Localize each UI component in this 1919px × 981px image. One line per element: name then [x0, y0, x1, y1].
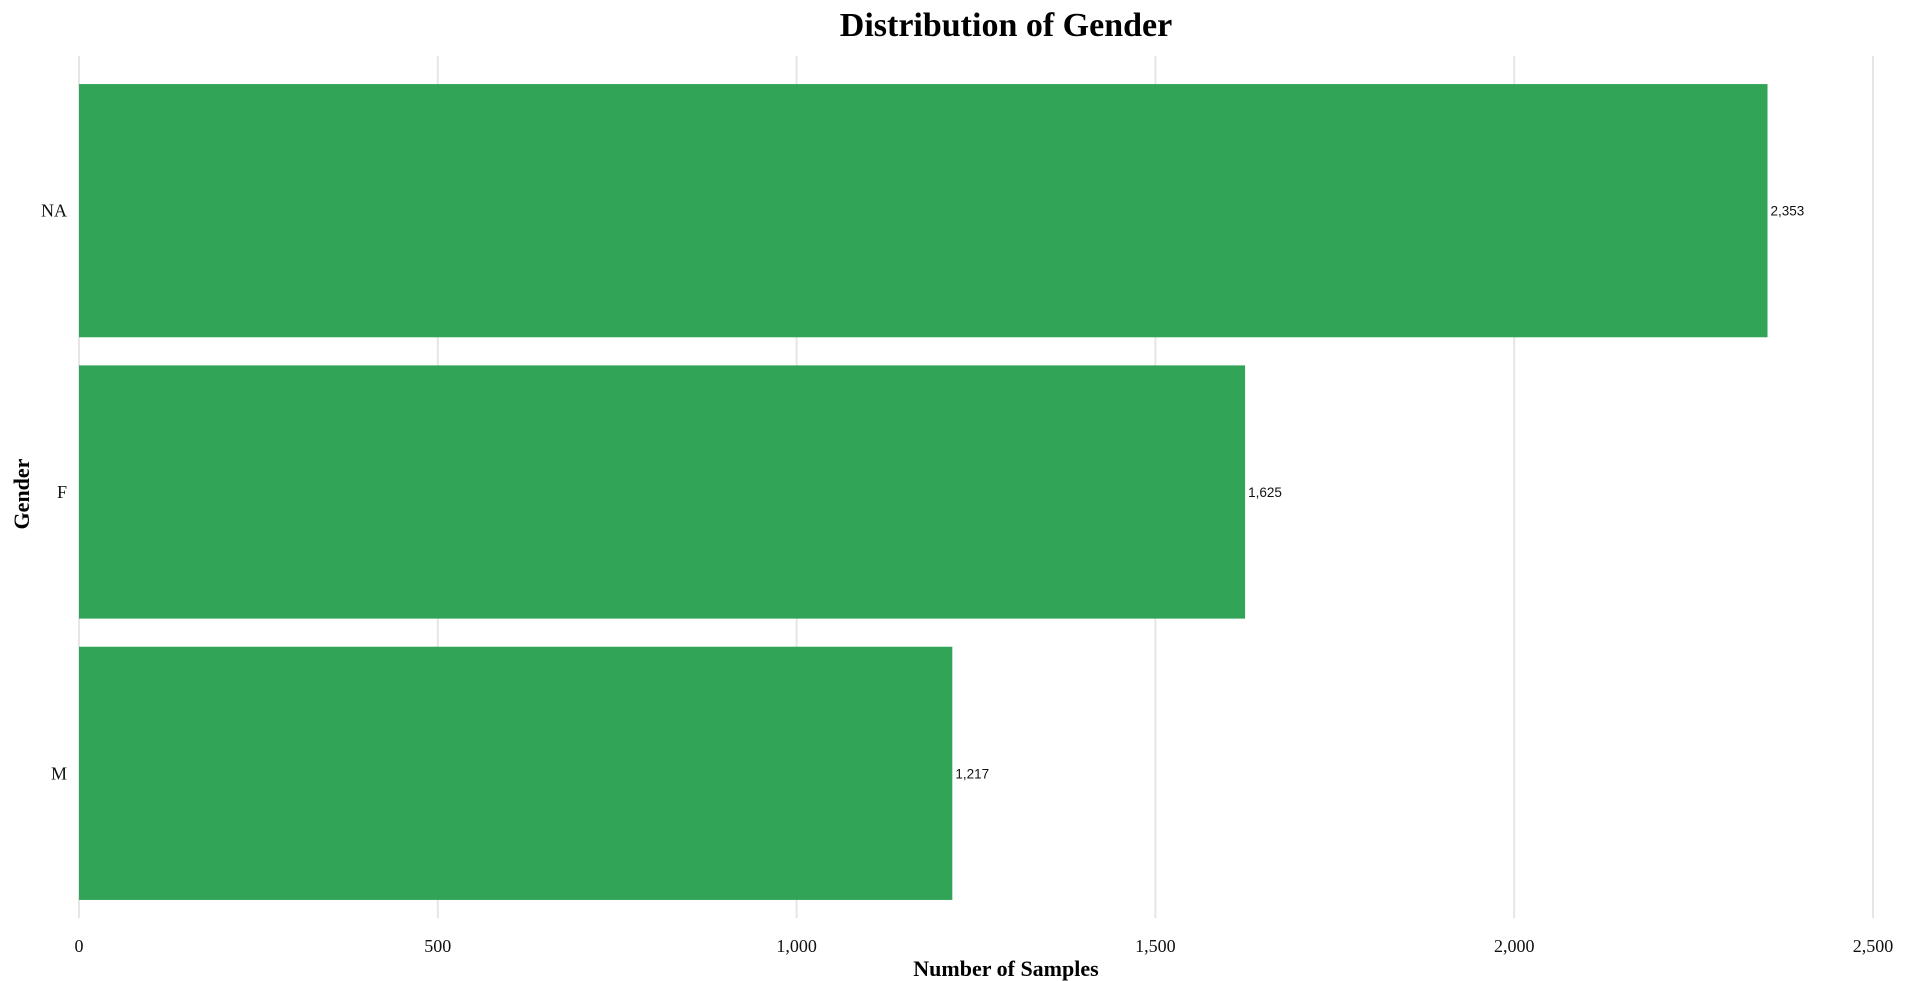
bar-f: [79, 365, 1246, 619]
x-tick-label-1-000: 1,000: [776, 936, 817, 956]
bar-series: [79, 84, 1768, 900]
data-label-f: 1,625: [1248, 485, 1282, 500]
x-axis-tick-labels: 0 500 1,000 1,500 2,000 2,500: [75, 936, 1894, 956]
x-axis-title: Number of Samples: [913, 956, 1099, 981]
data-label-m: 1,217: [955, 766, 989, 781]
x-tick-label-0: 0: [75, 936, 84, 956]
x-tick-label-500: 500: [424, 936, 451, 956]
x-tick-label-2-000: 2,000: [1494, 936, 1535, 956]
x-tick-label-1-500: 1,500: [1135, 936, 1176, 956]
y-tick-label-na: NA: [41, 201, 67, 221]
y-axis-tick-labels: NA F M: [41, 201, 67, 784]
bar-m: [79, 646, 953, 900]
data-label-na: 2,353: [1771, 204, 1805, 219]
bar-na: [79, 84, 1768, 338]
data-labels: 2,353 1,625 1,217: [955, 204, 1804, 782]
chart-title: Distribution of Gender: [840, 7, 1172, 44]
y-tick-label-m: M: [51, 763, 67, 783]
y-tick-label-f: F: [57, 482, 67, 502]
y-axis-title: Gender: [9, 458, 34, 529]
x-tick-label-2-500: 2,500: [1853, 936, 1894, 956]
